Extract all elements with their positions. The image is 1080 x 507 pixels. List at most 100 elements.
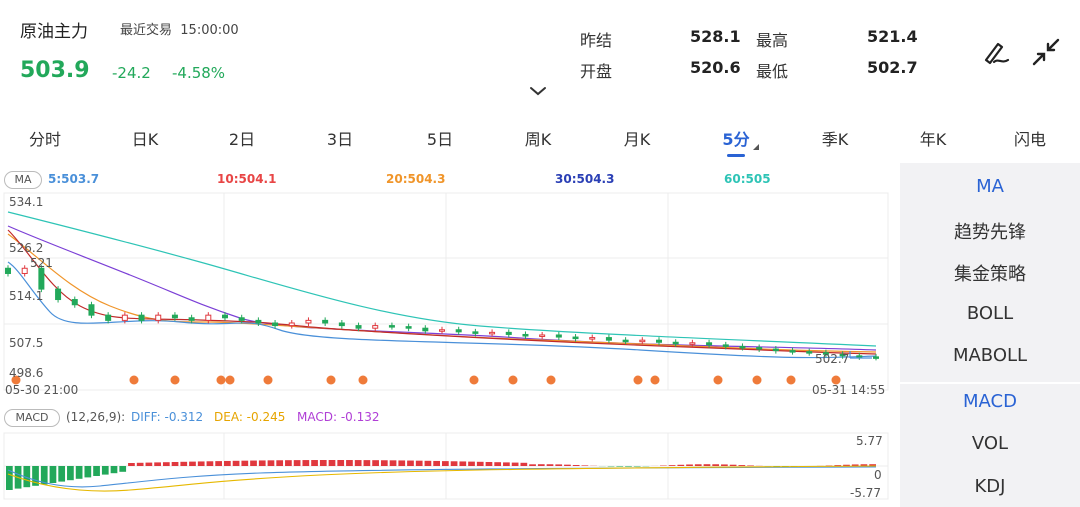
pen-draw-icon[interactable] [980, 36, 1012, 68]
open-value: 520.6 [690, 58, 741, 77]
side-item-macd[interactable]: MACD [963, 391, 1017, 412]
macd-bar [258, 460, 266, 466]
candle-body [589, 337, 596, 340]
macd-bar [197, 461, 205, 466]
macd-bar [459, 461, 467, 466]
tab-monthly[interactable]: 月K [623, 130, 651, 149]
macd-bar [285, 460, 292, 466]
candle-body [171, 314, 178, 319]
macd-bar [110, 466, 118, 474]
macd-bar [415, 460, 423, 466]
candle-body [272, 322, 279, 327]
side-item-trend-pioneer[interactable]: 趋势先锋 [954, 222, 1026, 243]
candle-body [222, 314, 228, 319]
collapse-arrows-icon[interactable] [1030, 36, 1062, 68]
macd-bar [703, 464, 711, 466]
macd-bar [136, 462, 144, 466]
macd-bar [738, 465, 746, 466]
side-item-maboll[interactable]: MABOLL [952, 345, 1028, 366]
candle-body [422, 327, 429, 332]
contract-title: 原油主力 [20, 22, 88, 42]
macd-bar [616, 466, 624, 467]
candle-body [489, 331, 496, 335]
tab-5min[interactable]: 5分 [722, 130, 750, 149]
macd-bar [49, 466, 57, 483]
low-marker-label: 502.7 [815, 352, 850, 366]
axis-label-514: 514.1 [9, 289, 44, 303]
macd-bar [128, 463, 135, 466]
high-value: 521.4 [867, 27, 918, 46]
tab-intraday[interactable]: 分时 [28, 130, 62, 149]
macd-bar [189, 461, 196, 466]
macd-bar [346, 460, 353, 466]
macd-bar [433, 460, 440, 466]
side-item-vol[interactable]: VOL [971, 433, 1009, 454]
side-item-fund-strategy[interactable]: 集金策略 [954, 264, 1026, 285]
candle-body [722, 344, 729, 347]
start-time-label: 05-30 21:00 [5, 383, 79, 397]
kline-chart[interactable] [0, 0, 900, 507]
prev-settle-value: 528.1 [690, 27, 741, 46]
macd-bar [67, 466, 74, 481]
macd-bar [860, 464, 868, 466]
open-label: 开盘 [580, 62, 613, 81]
macd-bar [101, 466, 109, 475]
tab-daily[interactable]: 日K [131, 130, 159, 149]
candle-body [622, 339, 629, 343]
candle-body [839, 353, 846, 357]
tab-more-triangle-icon[interactable] [753, 144, 759, 150]
macd-bar [250, 460, 257, 466]
macd-bar [494, 462, 502, 466]
macd-bar [293, 460, 301, 466]
candle-body [756, 346, 763, 350]
macd-bar [58, 466, 66, 482]
macd-bar [302, 460, 310, 466]
high-label: 最高 [756, 31, 789, 50]
tab-3day[interactable]: 3日 [326, 130, 354, 149]
candle-body [38, 267, 45, 290]
macd-diff-value: DIFF: -0.312 [131, 410, 204, 424]
macd-bar [380, 460, 388, 466]
macd-bar [372, 460, 379, 466]
side-divider [900, 382, 1080, 384]
candle-body [639, 339, 646, 343]
price-change-percent: -4.58% [172, 64, 226, 82]
macd-bar [450, 461, 458, 466]
tab-2day[interactable]: 2日 [228, 130, 256, 149]
macd-bar [398, 460, 406, 466]
macd-macd-value: MACD: -0.132 [297, 410, 380, 424]
macd-bar [119, 466, 127, 472]
tab-yearly[interactable]: 年K [919, 130, 947, 149]
macd-bar [712, 464, 720, 466]
ma5-value: 5:503.7 [48, 172, 100, 186]
macd-bar [520, 462, 528, 466]
chevron-down-icon[interactable] [529, 86, 547, 96]
macd-bar [84, 466, 92, 478]
tab-weekly[interactable]: 周K [524, 130, 552, 149]
macd-bar [232, 460, 240, 466]
indicator-side-panel: MA 趋势先锋 集金策略 BOLL MABOLL MACD VOL KDJ [900, 163, 1080, 507]
candle-body [822, 352, 829, 355]
macd-bar [154, 462, 161, 466]
side-item-boll[interactable]: BOLL [966, 303, 1014, 324]
macd-bar [224, 460, 231, 466]
tab-quarterly[interactable]: 季K [821, 130, 849, 149]
side-item-kdj[interactable]: KDJ [974, 476, 1006, 497]
macd-bar [311, 460, 318, 466]
tab-5day[interactable]: 5日 [426, 130, 454, 149]
tab-lightning[interactable]: 闪电 [1013, 130, 1047, 149]
macd-params: (12,26,9): [66, 410, 126, 424]
axis-top-label: 534.1 [9, 195, 44, 209]
macd-bar [23, 466, 31, 488]
macd-bar [555, 464, 563, 466]
macd-bar [546, 464, 554, 466]
candle-body [322, 319, 329, 324]
side-item-ma[interactable]: MA [976, 176, 1004, 197]
candle-body [605, 337, 612, 341]
macd-bar [328, 460, 336, 466]
macd-bar [424, 460, 432, 466]
macd-bar [442, 461, 449, 466]
candle-body [105, 314, 112, 321]
ma-indicator-tag[interactable]: MA [4, 171, 42, 189]
macd-indicator-tag[interactable]: MACD [4, 409, 60, 427]
